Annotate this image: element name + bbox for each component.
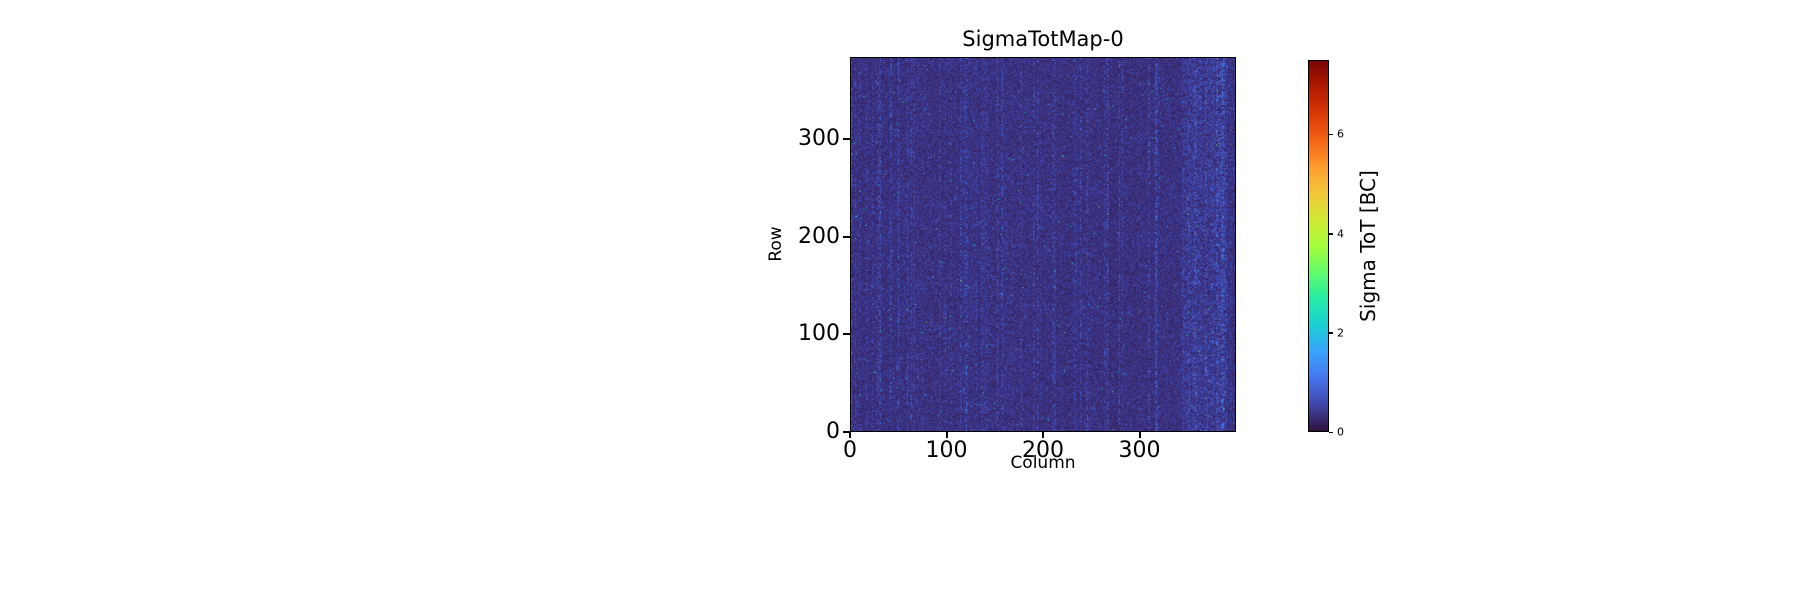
colorbar-tick-mark: [1329, 133, 1333, 136]
y-tick-mark: [843, 138, 850, 141]
x-tick-label: 0: [843, 438, 857, 463]
y-tick-label: 100: [798, 321, 840, 347]
x-tick-label: 200: [1022, 438, 1064, 463]
colorbar-tick-label: 2: [1337, 326, 1344, 340]
heatmap-canvas: [851, 58, 1235, 431]
x-tick-mark: [1138, 432, 1141, 438]
colorbar-label: Sigma ToT [BC]: [1356, 170, 1380, 322]
x-tick-label: 300: [1118, 438, 1161, 463]
y-tick-mark: [843, 431, 850, 433]
y-tick-mark: [843, 235, 850, 238]
x-tick-label: 100: [925, 438, 968, 463]
x-axis-label: Column: [1010, 453, 1076, 473]
colorbar-tick-label: 4: [1337, 227, 1344, 241]
x-tick-mark: [1042, 432, 1044, 438]
colorbar-tick-mark: [1329, 332, 1333, 334]
colorbar-tick-label: 0: [1337, 425, 1344, 439]
plot-area: [850, 57, 1236, 432]
y-tick-label: 0: [826, 419, 840, 444]
colorbar: [1308, 60, 1329, 432]
y-tick-mark: [843, 333, 850, 336]
x-tick-mark: [849, 432, 851, 438]
y-tick-label: 200: [798, 223, 840, 249]
chart-title: SigmaTotMap-0: [962, 27, 1124, 51]
colorbar-tick-mark: [1329, 431, 1333, 433]
colorbar-tick-mark: [1329, 233, 1333, 235]
colorbar-tick-label: 6: [1337, 127, 1344, 141]
x-tick-mark: [945, 432, 948, 438]
y-tick-label: 300: [798, 126, 840, 152]
